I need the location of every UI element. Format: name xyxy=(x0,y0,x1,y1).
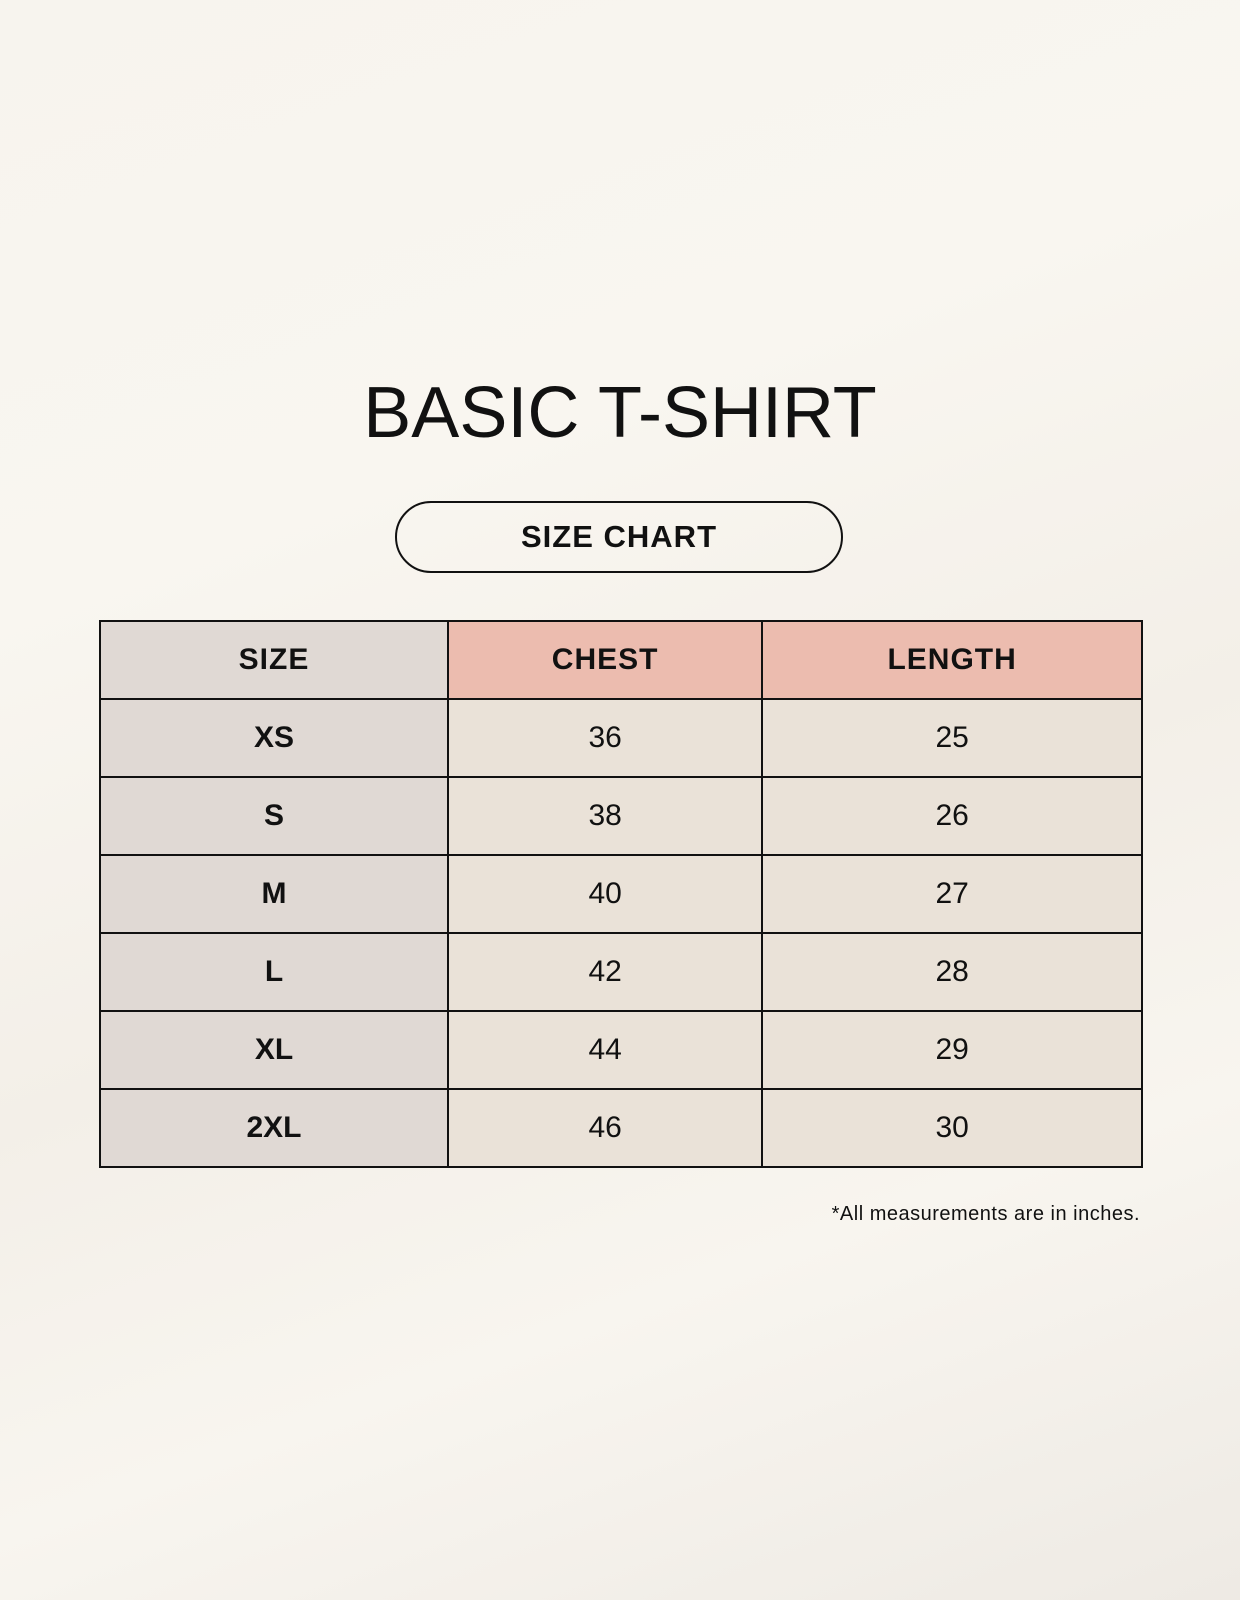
cell-chest: 44 xyxy=(446,1010,764,1090)
header-size: SIZE xyxy=(99,620,449,700)
cell-length: 28 xyxy=(761,932,1143,1012)
cell-size: XS xyxy=(99,698,449,778)
cell-size: S xyxy=(99,776,449,856)
table-row: XL 44 29 xyxy=(99,1010,1143,1090)
header-length: LENGTH xyxy=(761,620,1143,700)
table-row: S 38 26 xyxy=(99,776,1143,856)
cell-size: XL xyxy=(99,1010,449,1090)
cell-length: 27 xyxy=(761,854,1143,934)
table-row: 2XL 46 30 xyxy=(99,1088,1143,1168)
page-title: BASIC T-SHIRT xyxy=(363,373,877,453)
cell-chest: 46 xyxy=(446,1088,764,1168)
cell-chest: 36 xyxy=(446,698,764,778)
footnote: *All measurements are in inches. xyxy=(831,1203,1140,1225)
cell-length: 29 xyxy=(761,1010,1143,1090)
cell-length: 30 xyxy=(761,1088,1143,1168)
table-row: L 42 28 xyxy=(99,932,1143,1012)
cell-chest: 40 xyxy=(446,854,764,934)
cell-length: 25 xyxy=(761,698,1143,778)
cell-size: 2XL xyxy=(99,1088,449,1168)
cell-size: L xyxy=(99,932,449,1012)
size-chart-label: SIZE CHART xyxy=(395,501,843,573)
cell-size: M xyxy=(99,854,449,934)
cell-length: 26 xyxy=(761,776,1143,856)
cell-chest: 38 xyxy=(446,776,764,856)
size-chart-label-text: SIZE CHART xyxy=(521,519,717,554)
table-row: M 40 27 xyxy=(99,854,1143,934)
cell-chest: 42 xyxy=(446,932,764,1012)
header-chest: CHEST xyxy=(446,620,764,700)
table-header-row: SIZE CHEST LENGTH xyxy=(99,620,1143,700)
size-table: SIZE CHEST LENGTH XS 36 25 S 38 26 M 40 27 L 42 28 X… xyxy=(99,620,1143,1168)
table-row: XS 36 25 xyxy=(99,698,1143,778)
